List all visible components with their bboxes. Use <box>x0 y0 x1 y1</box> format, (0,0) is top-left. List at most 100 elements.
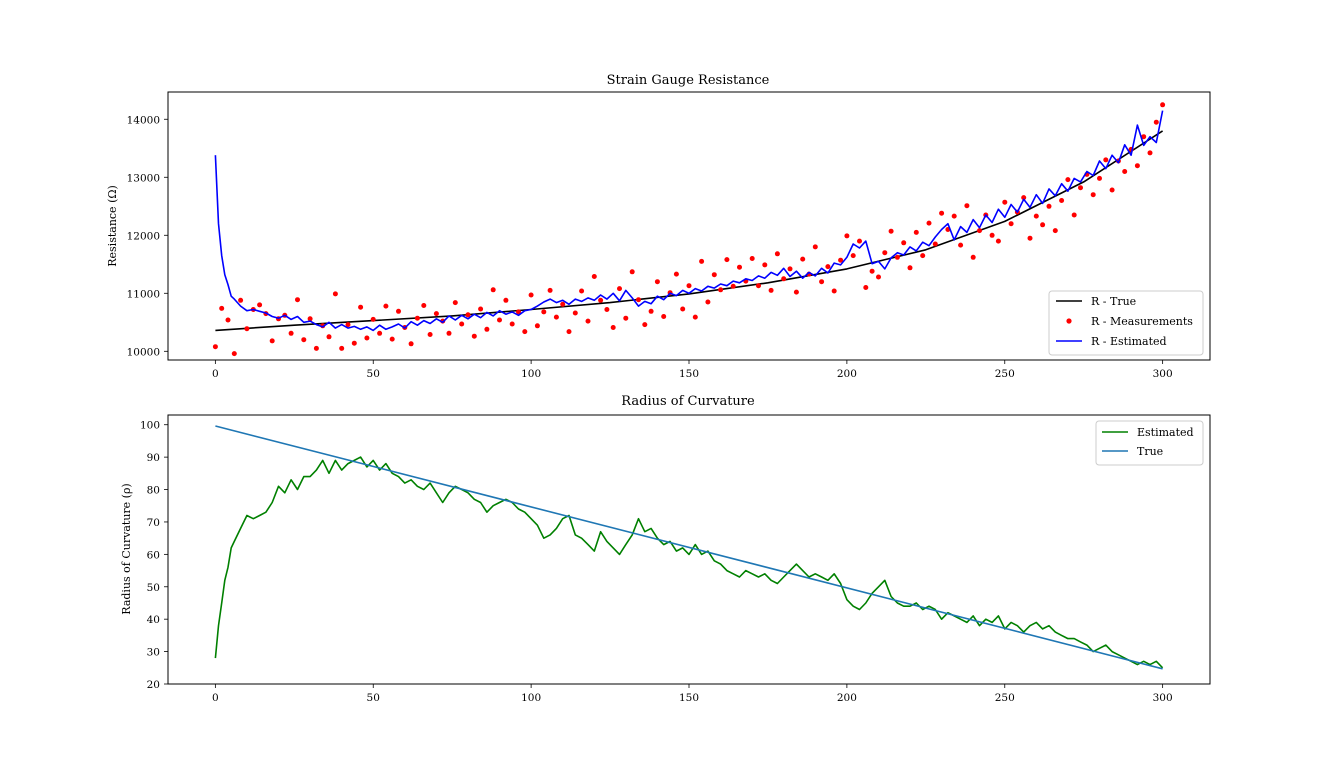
data-point <box>414 315 420 321</box>
data-point <box>301 337 307 343</box>
data-point <box>863 285 869 290</box>
data-point <box>1021 195 1027 201</box>
data-point <box>396 308 401 314</box>
x-tick-label: 0 <box>212 692 219 704</box>
data-point <box>913 229 919 235</box>
data-point <box>1059 198 1065 203</box>
y-tick-label: 13000 <box>127 172 160 184</box>
x-tick-label: 50 <box>367 692 380 704</box>
data-point <box>370 316 376 322</box>
legend-label-estimated: R - Estimated <box>1091 335 1167 348</box>
data-point <box>1160 102 1166 108</box>
x-tick-label: 100 <box>521 692 541 704</box>
data-point <box>876 274 881 280</box>
data-point <box>345 322 351 328</box>
data-point <box>421 303 427 308</box>
data-point <box>238 297 244 303</box>
data-point <box>907 265 913 271</box>
data-point <box>737 264 742 270</box>
data-point <box>711 272 717 278</box>
data-point <box>939 210 945 216</box>
data-point <box>629 269 635 275</box>
data-point <box>749 256 755 261</box>
data-point <box>901 240 907 246</box>
data-point <box>408 341 414 347</box>
data-point <box>560 301 566 307</box>
data-point <box>225 317 231 323</box>
data-point <box>446 330 452 336</box>
data-point <box>642 322 648 328</box>
data-point <box>768 287 774 293</box>
y-tick-label: 90 <box>147 452 160 464</box>
data-point <box>951 213 957 219</box>
data-point <box>926 220 932 226</box>
data-point <box>478 306 484 312</box>
y-tick-label: 14000 <box>127 114 160 126</box>
data-point <box>231 351 237 357</box>
strain-gauge-chart: Strain Gauge Resistance Resistance (Ω) 0… <box>106 73 1211 380</box>
data-point <box>566 329 572 335</box>
data-point <box>503 297 509 303</box>
y-tick-label: 40 <box>147 614 160 626</box>
y-tick-label: 80 <box>147 485 160 497</box>
data-point <box>800 256 806 262</box>
x-tick-label: 200 <box>837 692 857 704</box>
data-point <box>838 257 844 263</box>
data-point <box>617 286 622 292</box>
data-point <box>358 304 364 310</box>
data-point <box>541 309 547 315</box>
legend-label-measurements: R - Measurements <box>1091 315 1193 328</box>
y-tick-label: 20 <box>147 679 160 691</box>
x-tick-label: 0 <box>212 368 219 380</box>
data-point <box>459 321 465 327</box>
data-point <box>212 344 218 350</box>
data-point <box>680 306 686 312</box>
x-tick-label: 100 <box>521 368 541 380</box>
data-point <box>257 302 263 308</box>
data-point <box>1103 157 1109 163</box>
data-point <box>497 317 502 323</box>
data-point <box>825 264 831 270</box>
data-point <box>579 288 585 294</box>
data-point <box>332 291 338 297</box>
data-point <box>977 228 982 234</box>
data-point <box>781 276 787 282</box>
legend-label-true: R - True <box>1091 295 1136 308</box>
data-point <box>313 345 319 351</box>
y-axis-label: Radius of Curvature (ρ) <box>120 483 133 614</box>
data-point <box>894 254 900 260</box>
data-point <box>648 308 654 314</box>
data-point <box>756 283 761 289</box>
data-point <box>553 314 559 320</box>
y-tick-label: 12000 <box>127 230 160 242</box>
legend: R - True R - Measurements R - Estimated <box>1048 290 1204 356</box>
data-point <box>850 253 856 259</box>
data-point <box>465 312 471 318</box>
legend: Estimated True <box>1095 420 1204 466</box>
data-point <box>269 338 275 344</box>
data-point <box>509 321 515 327</box>
data-point <box>857 238 862 244</box>
data-point <box>920 253 926 259</box>
data-point <box>958 242 964 248</box>
data-point <box>964 203 970 209</box>
data-point <box>585 318 591 324</box>
data-point <box>661 314 667 319</box>
plot-area <box>214 425 1164 670</box>
data-point <box>699 258 705 264</box>
data-point <box>1065 177 1071 183</box>
data-point <box>831 288 837 294</box>
x-tick-label: 250 <box>995 692 1015 704</box>
data-point <box>888 228 894 234</box>
data-point <box>692 314 698 320</box>
data-point <box>970 254 976 260</box>
x-tick-label: 250 <box>995 368 1015 380</box>
data-point <box>1122 169 1128 174</box>
data-point <box>452 300 458 306</box>
data-point <box>288 330 294 336</box>
data-point <box>1078 185 1083 191</box>
data-point <box>219 305 225 311</box>
data-point <box>718 287 724 293</box>
data-point <box>1046 203 1052 209</box>
